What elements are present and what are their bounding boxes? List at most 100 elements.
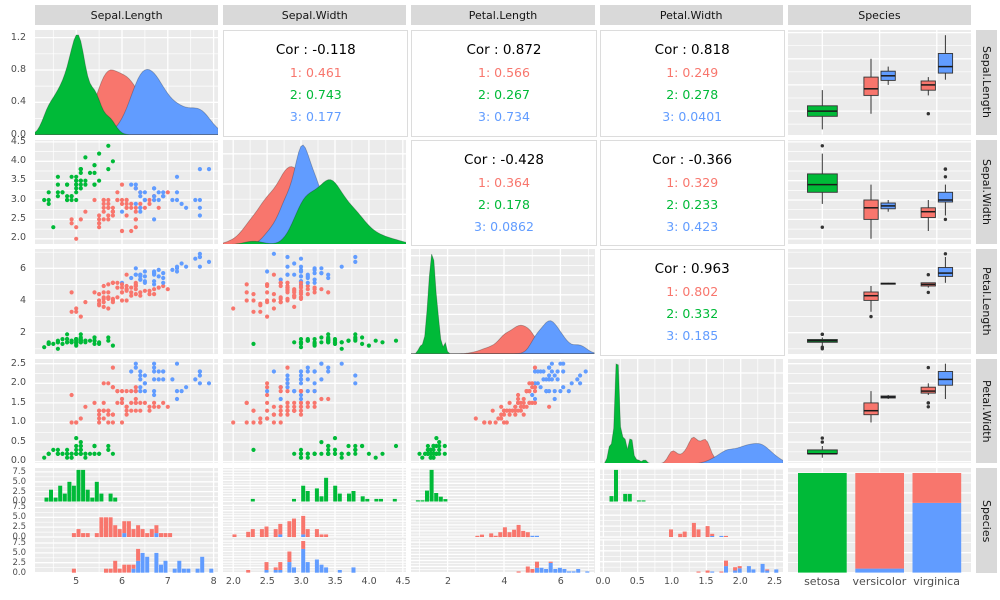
density-svg <box>223 139 407 245</box>
x-tick-label-c2: 3.0 <box>293 576 309 587</box>
panel-hist-sepal-length <box>35 468 219 573</box>
panel-hist-sepal-width <box>223 468 407 573</box>
points <box>231 361 399 460</box>
panel-hist-petal-width <box>599 468 783 573</box>
y-tick-label-r5-facet1: 0.0 <box>12 496 26 507</box>
y-tick-label-r5-facet2: 2.5 <box>12 522 26 533</box>
correlation-group-2: 2: 0.743 <box>289 87 342 103</box>
top-strip-sepal-length: Sepal.Length <box>35 5 219 25</box>
x-tick-label-c4: 2.5 <box>767 576 783 587</box>
facet-setosa <box>411 468 595 503</box>
x-tick-label-c1: 7 <box>164 576 171 587</box>
x-tick-label-c4: 1.5 <box>698 576 714 587</box>
facet-setosa <box>599 468 783 503</box>
boxplot-svg <box>787 139 971 245</box>
boxplots <box>806 252 953 351</box>
y-tick-label-r4: 1.0 <box>10 416 26 428</box>
boxplots <box>806 363 953 458</box>
histogram-svg <box>35 468 219 573</box>
y-tick-label-r1: 0.8 <box>10 64 26 75</box>
boxplots <box>806 143 953 239</box>
facet-versicolor <box>599 503 783 539</box>
x-tick-label-c4: 0.0 <box>595 576 611 587</box>
y-tick-label-r1: 0.0 <box>10 128 26 140</box>
x-tick-label-species: setosa <box>804 575 841 588</box>
boxplot-svg <box>787 249 971 354</box>
y-tick-label-r4: 1.5 <box>10 396 26 408</box>
x-tick-label-c4: 0.5 <box>629 576 645 587</box>
y-tick-label-r2: 2.0 <box>10 232 26 244</box>
correlation-group-1: 1: 0.566 <box>478 65 530 81</box>
points <box>42 361 212 460</box>
correlation-group-3: 3: 0.177 <box>289 109 342 125</box>
y-tick-label-r4: 0.0 <box>10 455 26 467</box>
y-tick-label-r3: 6 <box>19 262 26 274</box>
panel-scatter-r4c3 <box>411 358 595 464</box>
y-tick-label-r5-facet1: 5.0 <box>12 476 26 487</box>
x-tick-label-c2: 2.5 <box>259 576 275 587</box>
y-tick-label-r5-facet3: 0.0 <box>12 567 26 578</box>
x-tick-label-c4: 1.0 <box>664 576 680 587</box>
scatter-svg <box>35 249 219 354</box>
top-strip-sepal-width: Sepal.Width <box>223 5 407 25</box>
boxplot-svg <box>787 30 971 135</box>
facet-setosa <box>223 468 407 503</box>
correlation-group-3: 3: 0.0401 <box>662 109 723 125</box>
x-tick-label-c3: 4 <box>501 576 508 587</box>
panel-scatter-r3c2 <box>223 249 407 354</box>
density-curves <box>223 144 407 245</box>
density-curves <box>599 363 783 464</box>
right-strip-sepal-width: Sepal.Width <box>976 139 997 245</box>
x-tick-label-c3: 2 <box>444 576 452 587</box>
y-tick-label-r5-facet2: 5.0 <box>12 512 26 523</box>
facet-versicolor <box>411 503 595 539</box>
y-tick-label-r4: 2.5 <box>10 357 26 369</box>
correlation-group-2: 2: 0.278 <box>666 87 719 103</box>
x-tick-label-species: versicolor <box>852 575 907 588</box>
panel-scatter-r3c1 <box>35 249 219 354</box>
density-curves <box>35 34 219 135</box>
correlation-overall: Cor : -0.428 <box>464 151 544 168</box>
panel-box-petal-width <box>787 358 971 464</box>
x-tick-label-c3: 6 <box>557 576 564 587</box>
facet-virginica <box>223 539 407 573</box>
points <box>231 251 399 352</box>
y-tick-label-r5-facet3: 5.0 <box>12 547 26 558</box>
panel-scatter-r2c1 <box>35 139 219 245</box>
top-strip-petal-length: Petal.Length <box>411 5 595 25</box>
scatter-svg <box>35 139 219 245</box>
panel-cor-c03: Cor : 0.818 1: 0.249 2: 0.278 3: 0.0401 <box>599 30 785 137</box>
facet-setosa <box>35 468 219 503</box>
correlation-overall: Cor : 0.872 <box>466 42 542 59</box>
panel-box-sepal-width <box>787 139 971 245</box>
y-tick-label-r4: 2.0 <box>10 377 26 389</box>
correlation-group-1: 1: 0.461 <box>289 65 342 81</box>
x-tick-label-c4: 2.0 <box>732 576 748 587</box>
panel-scatter-r4c2 <box>223 358 407 464</box>
x-tick-label-c2: 2.0 <box>225 576 241 587</box>
x-tick-label-c2: 4.5 <box>395 576 411 587</box>
scatter-svg <box>223 249 407 354</box>
barchart-svg <box>787 468 971 573</box>
density-svg <box>411 249 595 354</box>
x-tick-label-species: virginica <box>913 575 960 588</box>
density-curves <box>411 254 595 354</box>
facet-versicolor <box>35 503 219 539</box>
x-tick-label-c2: 3.5 <box>327 576 343 587</box>
panel-density-sepal-width <box>223 139 407 245</box>
panel-bar-species <box>787 468 971 573</box>
correlation-group-2: 2: 0.178 <box>478 196 530 212</box>
histogram-svg <box>599 468 783 573</box>
histogram-svg <box>411 468 595 573</box>
boxplot-svg <box>787 358 971 464</box>
correlation-group-3: 3: 0.0862 <box>474 218 534 234</box>
panel-cor-c13: Cor : -0.366 1: 0.329 2: 0.233 3: 0.423 <box>599 139 785 247</box>
correlation-group-2: 2: 0.233 <box>666 196 719 212</box>
y-tick-label-r4: 0.5 <box>10 435 26 447</box>
y-tick-label-r2: 3.0 <box>10 193 26 205</box>
top-strip-species: Species <box>787 5 971 25</box>
correlation-overall: Cor : 0.963 <box>654 261 730 278</box>
right-strip-species: Species <box>976 468 997 573</box>
right-strip-petal-length: Petal.Length <box>976 249 997 354</box>
histogram-svg <box>223 468 407 573</box>
